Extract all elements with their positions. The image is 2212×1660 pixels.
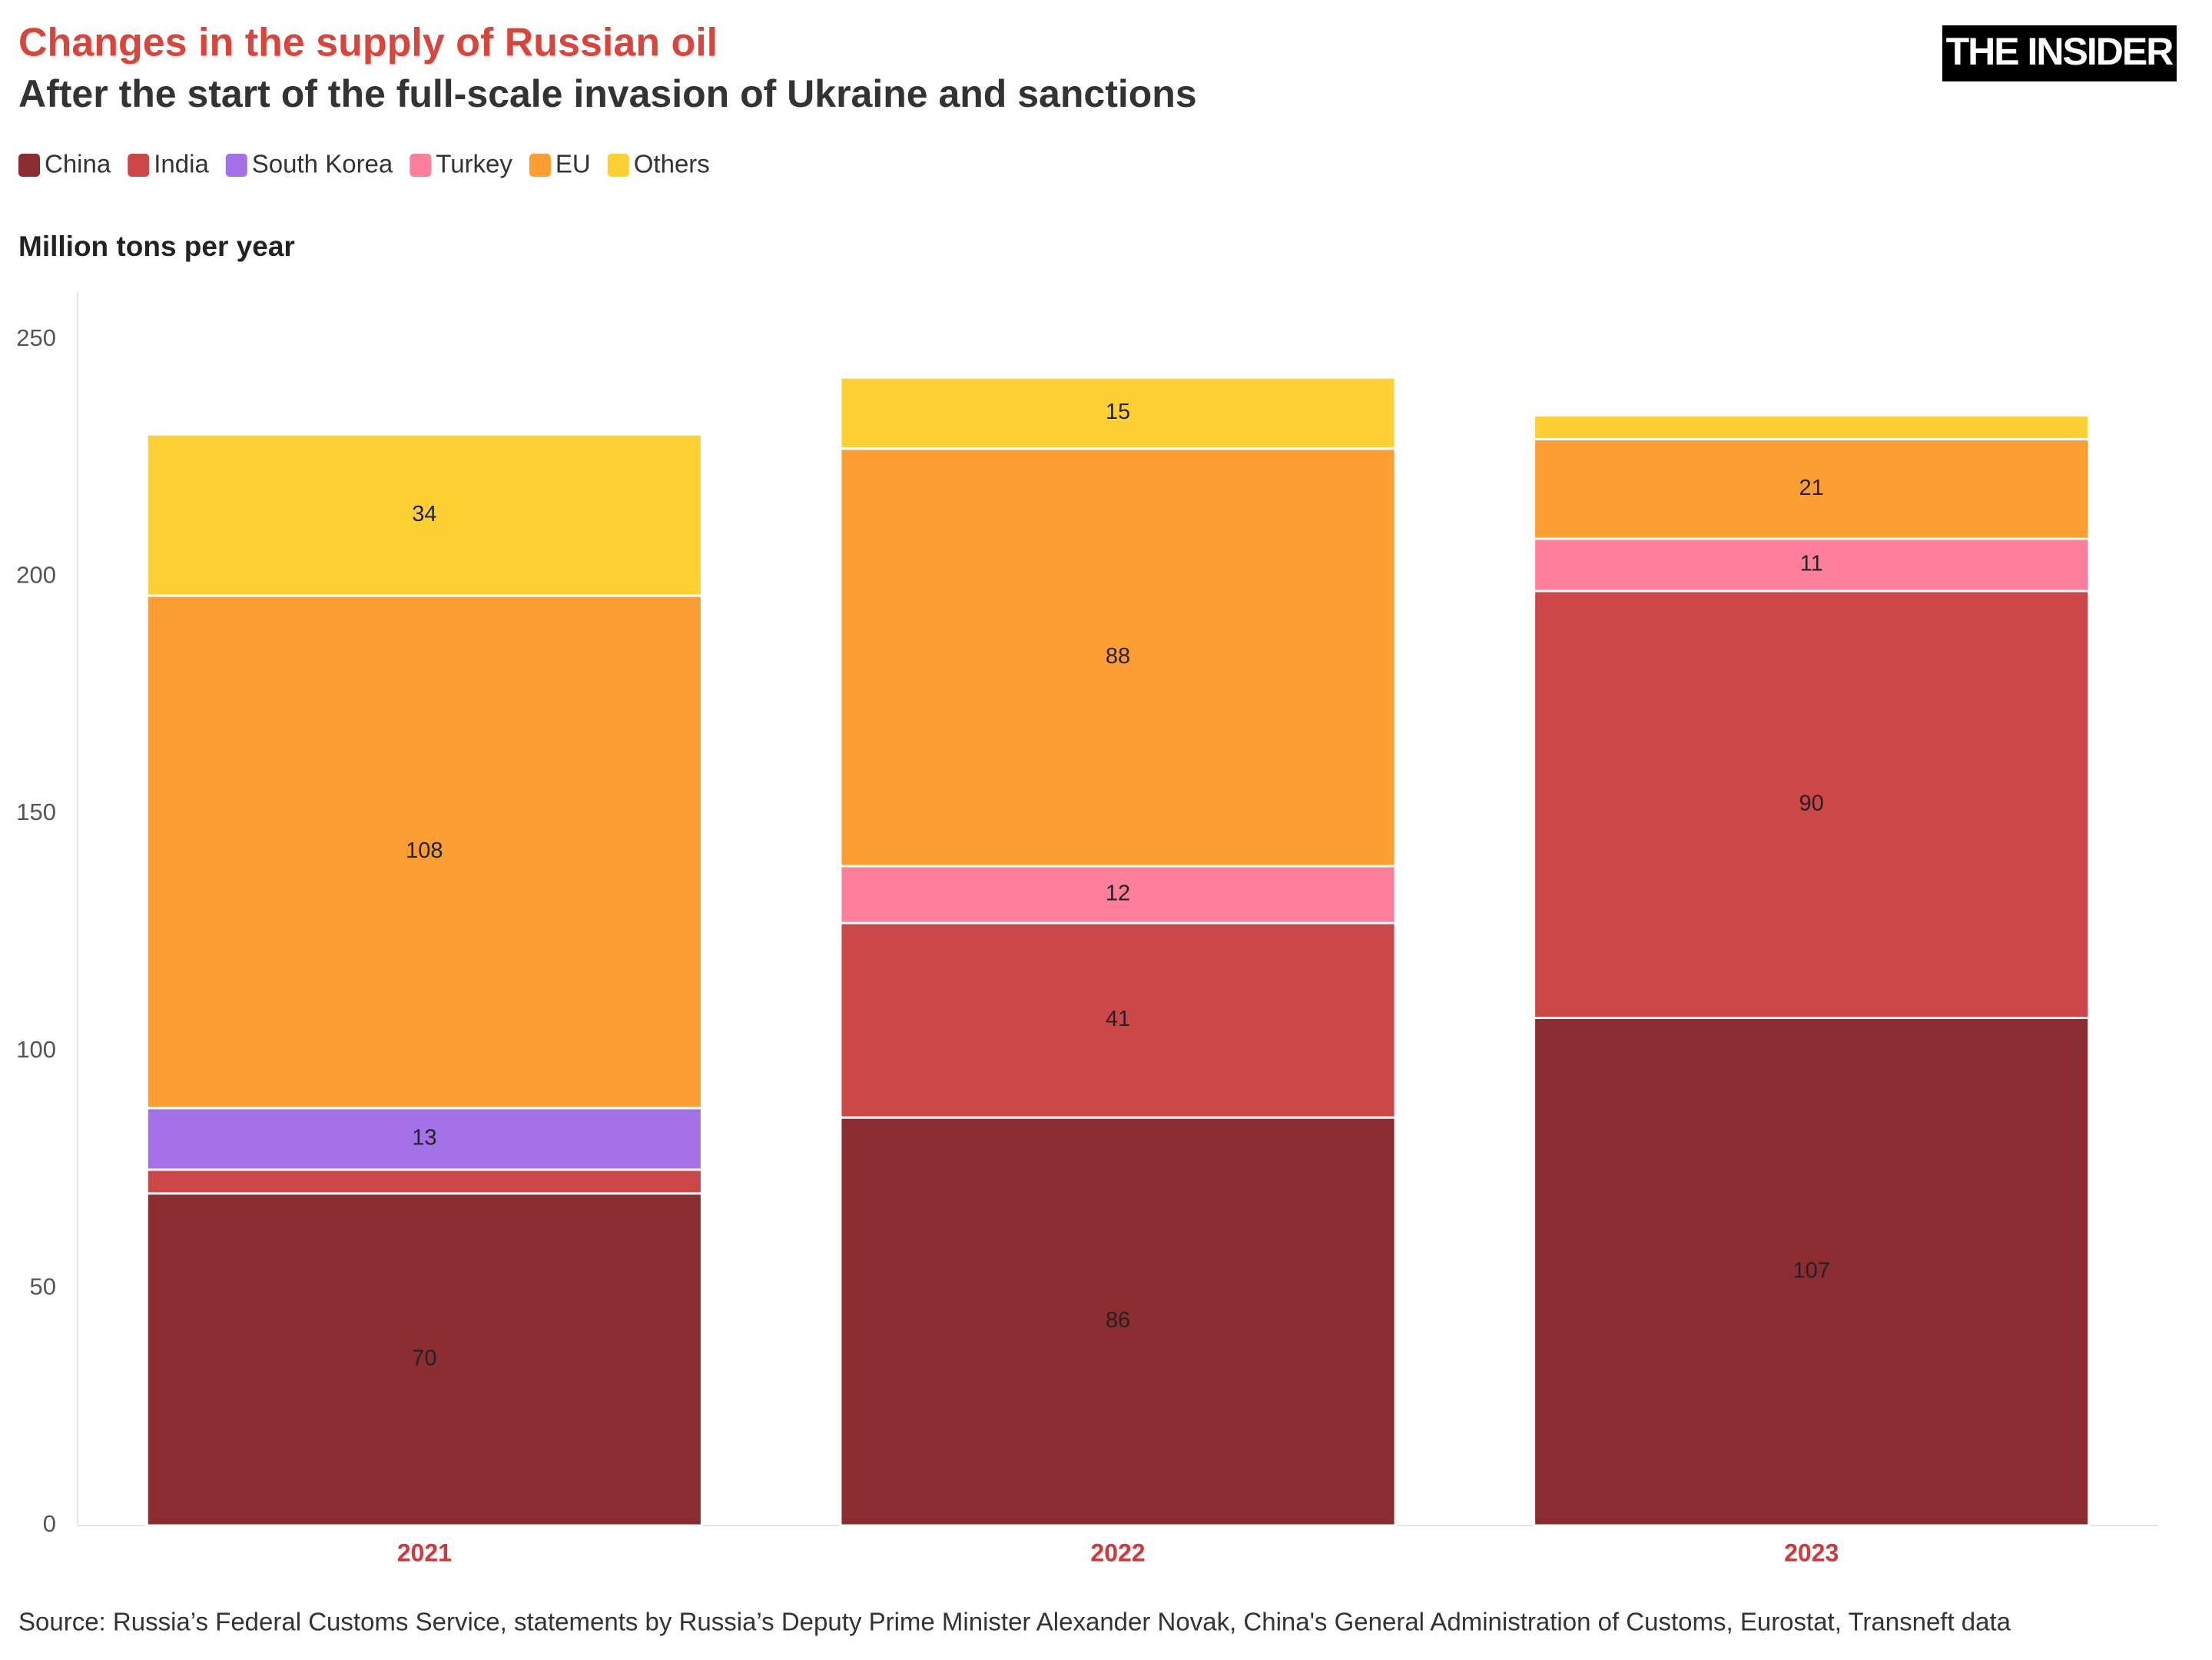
chart-title: Changes in the supply of Russian oil	[18, 21, 718, 65]
data-label: 107	[1792, 1258, 1829, 1283]
bar-segment	[839, 447, 1397, 868]
data-label: 70	[412, 1346, 436, 1371]
legend-label: China	[45, 150, 111, 178]
bar-segment	[839, 376, 1397, 450]
bar-segment	[1533, 537, 2091, 593]
data-label: 11	[1800, 552, 1823, 576]
bar-segment	[145, 1192, 703, 1527]
bar-segment	[145, 1168, 703, 1195]
legend-swatch	[529, 154, 551, 177]
y-tick-label: 50	[30, 1273, 56, 1300]
data-label: 41	[1106, 1007, 1130, 1031]
legend-label: South Korea	[252, 150, 393, 178]
chart-subtitle: After the start of the full-scale invasi…	[18, 72, 1197, 115]
bar-segment	[839, 865, 1397, 925]
legend-label: India	[154, 150, 209, 178]
bar-segment	[839, 1116, 1397, 1527]
legend-swatch	[128, 154, 150, 177]
y-tick-label: 150	[16, 798, 56, 825]
data-label: 21	[1799, 476, 1824, 500]
bar-segment	[145, 433, 703, 597]
logo: THE INSIDER	[1946, 30, 2174, 73]
legend-label: Turkey	[436, 150, 512, 178]
legend-swatch	[18, 154, 40, 177]
y-tick-label: 250	[16, 324, 56, 351]
data-label: 15	[1106, 400, 1130, 424]
bar-segment	[1533, 437, 2091, 540]
legend-label: EU	[555, 150, 591, 178]
y-tick-label: 200	[16, 562, 56, 589]
data-label: 108	[406, 838, 443, 863]
bar-segment	[145, 594, 703, 1110]
legend-swatch	[225, 154, 247, 177]
y-tick-label: 100	[16, 1036, 56, 1063]
logo-box	[1942, 25, 2177, 81]
data-label: 34	[412, 502, 436, 526]
data-label: 13	[412, 1126, 436, 1150]
bar-segment	[1533, 589, 2091, 1019]
x-tick-label: 2022	[1090, 1539, 1145, 1566]
x-tick-label: 2021	[397, 1539, 452, 1566]
legend-swatch	[410, 154, 432, 177]
bar-segment	[1533, 1016, 2091, 1527]
y-axis-title: Million tons per year	[18, 231, 295, 262]
data-label: 12	[1106, 881, 1130, 906]
legend-label: Others	[634, 150, 710, 178]
bar-segment	[145, 1107, 703, 1171]
y-tick-label: 0	[43, 1510, 56, 1537]
x-tick-label: 2023	[1784, 1539, 1839, 1566]
data-label: 86	[1106, 1308, 1130, 1333]
data-label: 88	[1106, 644, 1130, 669]
source: Source: Russia’s Federal Customs Service…	[18, 1608, 2011, 1636]
legend-swatch	[607, 154, 629, 177]
data-label: 90	[1799, 791, 1824, 815]
bar-segment	[1533, 414, 2091, 440]
